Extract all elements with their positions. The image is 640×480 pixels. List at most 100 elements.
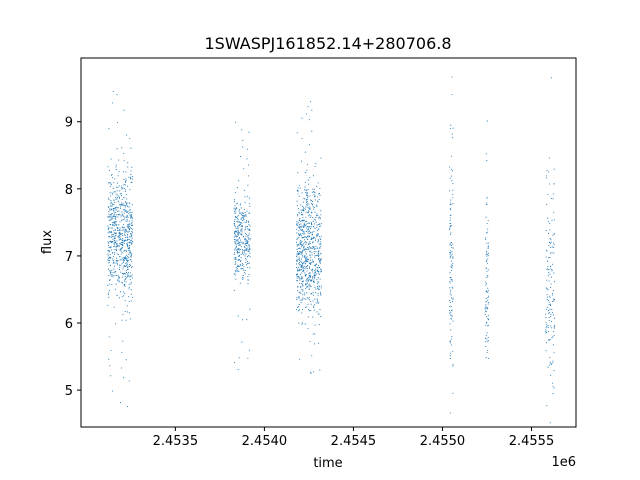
data-point bbox=[450, 297, 452, 299]
data-point bbox=[111, 205, 113, 207]
data-point bbox=[243, 221, 245, 223]
data-point bbox=[124, 240, 126, 242]
data-point bbox=[234, 208, 236, 210]
data-point bbox=[552, 314, 554, 316]
data-point bbox=[128, 225, 131, 227]
data-point bbox=[303, 231, 305, 233]
data-point bbox=[486, 259, 488, 261]
data-point bbox=[306, 196, 308, 198]
data-point bbox=[112, 208, 114, 210]
data-point bbox=[117, 207, 119, 209]
data-point bbox=[240, 257, 242, 259]
data-point bbox=[245, 225, 247, 228]
data-point bbox=[112, 188, 114, 190]
data-point bbox=[308, 274, 310, 276]
data-point bbox=[545, 329, 547, 331]
data-point bbox=[316, 283, 319, 285]
data-point bbox=[310, 259, 312, 261]
data-point bbox=[119, 190, 121, 192]
data-point bbox=[487, 307, 489, 309]
data-point bbox=[548, 301, 550, 303]
data-point bbox=[111, 241, 113, 244]
data-point bbox=[551, 337, 553, 339]
data-point bbox=[307, 179, 309, 181]
data-point bbox=[311, 237, 313, 239]
data-point bbox=[308, 261, 310, 263]
data-point bbox=[451, 170, 454, 172]
data-point bbox=[310, 269, 312, 271]
data-point bbox=[108, 358, 110, 360]
data-point bbox=[125, 193, 127, 196]
data-point bbox=[488, 242, 490, 244]
data-point bbox=[486, 232, 488, 234]
data-point bbox=[297, 224, 299, 226]
data-point bbox=[248, 233, 250, 235]
data-point bbox=[301, 252, 303, 254]
data-point bbox=[320, 253, 322, 255]
data-point bbox=[112, 236, 114, 238]
data-point bbox=[315, 251, 317, 253]
data-point bbox=[296, 224, 298, 226]
data-point bbox=[318, 193, 321, 195]
data-point bbox=[108, 215, 110, 217]
data-point bbox=[319, 260, 321, 262]
data-point bbox=[235, 244, 237, 246]
data-point bbox=[320, 294, 322, 296]
data-point bbox=[237, 269, 239, 271]
data-point bbox=[452, 287, 454, 289]
data-point bbox=[125, 205, 127, 207]
data-point bbox=[118, 196, 121, 199]
data-point bbox=[311, 247, 313, 249]
data-point bbox=[301, 262, 303, 264]
data-point bbox=[130, 227, 132, 230]
data-point bbox=[297, 252, 299, 254]
data-point bbox=[125, 230, 127, 233]
data-point bbox=[123, 283, 125, 285]
data-point bbox=[317, 251, 319, 253]
data-point bbox=[449, 250, 451, 252]
data-point bbox=[302, 269, 304, 271]
data-point bbox=[128, 286, 130, 288]
data-point bbox=[305, 284, 307, 286]
data-point bbox=[117, 227, 119, 229]
data-point bbox=[249, 197, 251, 199]
data-point bbox=[244, 269, 246, 272]
data-point bbox=[302, 308, 304, 311]
data-point bbox=[109, 202, 111, 204]
data-point bbox=[298, 322, 300, 324]
data-point bbox=[116, 262, 118, 264]
data-point bbox=[125, 239, 127, 241]
data-point bbox=[449, 202, 451, 204]
data-point bbox=[320, 269, 322, 271]
data-point bbox=[122, 340, 124, 342]
data-point bbox=[115, 196, 117, 198]
data-point bbox=[118, 245, 121, 247]
data-point bbox=[306, 222, 308, 224]
data-point bbox=[451, 246, 453, 249]
data-point bbox=[245, 249, 247, 251]
x-axis-offset-label: 1e6 bbox=[551, 455, 576, 470]
data-point bbox=[305, 243, 307, 245]
data-point bbox=[235, 278, 237, 280]
data-point bbox=[551, 219, 553, 221]
data-point bbox=[450, 232, 452, 234]
data-point bbox=[234, 212, 236, 215]
data-point bbox=[313, 272, 315, 274]
data-point bbox=[128, 176, 130, 178]
data-point bbox=[243, 189, 245, 191]
data-point bbox=[131, 217, 133, 219]
data-point bbox=[127, 273, 129, 275]
data-point bbox=[235, 236, 237, 238]
data-point bbox=[127, 232, 129, 234]
data-point bbox=[317, 247, 319, 249]
data-point bbox=[127, 225, 129, 227]
data-point bbox=[545, 175, 548, 177]
data-point bbox=[308, 243, 310, 245]
data-point bbox=[126, 262, 128, 264]
data-point bbox=[549, 361, 551, 363]
data-point bbox=[130, 266, 132, 269]
data-point bbox=[546, 405, 548, 407]
data-point bbox=[114, 245, 116, 247]
data-point bbox=[296, 241, 298, 243]
data-point bbox=[451, 280, 453, 282]
